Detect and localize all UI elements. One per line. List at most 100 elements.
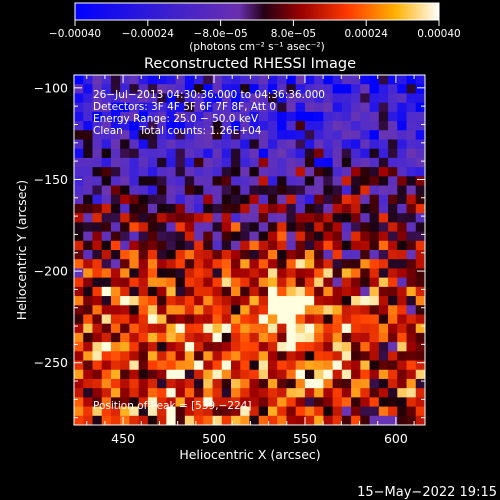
heatmap-cell [74, 360, 84, 371]
heatmap-cell [212, 185, 223, 196]
heatmap-cell [129, 75, 140, 85]
heatmap-cell [203, 406, 214, 417]
heatmap-cell [286, 111, 297, 122]
heatmap-cell [175, 314, 186, 325]
heatmap-cell [184, 314, 195, 325]
heatmap-cell [286, 360, 297, 371]
heatmap-cell [231, 369, 241, 380]
heatmap-cell [277, 231, 288, 242]
heatmap-cell [351, 342, 361, 352]
heatmap-cell [166, 268, 177, 279]
heatmap-cell [304, 84, 315, 95]
heatmap-cell [138, 75, 149, 85]
heatmap-cell [129, 342, 140, 352]
heatmap-cell [212, 296, 223, 306]
heatmap-cell [120, 360, 131, 371]
heatmap-cell [277, 157, 288, 168]
heatmap-cell [203, 360, 214, 371]
heatmap-cell [157, 351, 167, 362]
heatmap-cell [267, 240, 278, 251]
heatmap-cell [351, 296, 361, 306]
heatmap-cell [323, 314, 334, 325]
heatmap-cell [212, 213, 223, 223]
heatmap-cell [194, 296, 204, 306]
heatmap-cell [147, 231, 158, 242]
heatmap-cell [360, 148, 371, 159]
heatmap-cell [101, 176, 112, 187]
heatmap-cell [286, 305, 297, 316]
heatmap-cell [240, 139, 251, 150]
heatmap-cell [101, 102, 112, 113]
heatmap-cell [221, 167, 232, 177]
heatmap-cell [175, 157, 186, 168]
heatmap-cell [101, 406, 112, 417]
heatmap-cell [92, 84, 103, 95]
y-tick-label: −250 [34, 355, 68, 370]
heatmap-cell [332, 415, 343, 425]
heatmap-cell [304, 93, 315, 104]
heatmap-cell [267, 194, 278, 205]
heatmap-cell [277, 102, 288, 113]
heatmap-cell [351, 277, 361, 288]
y-tick-label: −150 [34, 172, 68, 187]
heatmap-cell [304, 268, 315, 279]
heatmap-cell [304, 314, 315, 325]
heatmap-cell [194, 231, 204, 242]
heatmap-cell [332, 305, 343, 316]
heatmap-cell [249, 286, 260, 297]
heatmap-cell [74, 323, 84, 334]
heatmap-cell [157, 102, 167, 113]
heatmap-cell [341, 231, 352, 242]
heatmap-cell [110, 148, 121, 159]
heatmap-cell [415, 121, 425, 131]
heatmap-cell [203, 148, 214, 159]
heatmap-cell [351, 130, 361, 141]
heatmap-cell [249, 342, 260, 352]
heatmap-cell [166, 388, 177, 398]
heatmap-cell [388, 167, 398, 177]
heatmap-cell [351, 360, 361, 371]
heatmap-cell [212, 130, 223, 141]
heatmap-cell [249, 259, 260, 270]
heatmap-cell [369, 314, 380, 325]
heatmap-cell [267, 102, 278, 113]
heatmap-cell [74, 121, 84, 131]
heatmap-cell [240, 250, 251, 260]
heatmap-cell [314, 314, 324, 325]
heatmap-cell [415, 231, 425, 242]
heatmap-cell [157, 148, 167, 159]
heatmap-cell [249, 203, 260, 214]
heatmap-cell [267, 415, 278, 425]
heatmap-cell [406, 323, 417, 334]
heatmap-cell [388, 342, 398, 352]
heatmap-cell [194, 139, 204, 150]
heatmap-cell [147, 406, 158, 417]
heatmap-cell [304, 397, 315, 408]
heatmap-cell [286, 84, 297, 95]
heatmap-cell [323, 213, 334, 223]
heatmap-cell [92, 203, 103, 214]
heatmap-cell [74, 369, 84, 380]
heatmap-cell [286, 268, 297, 279]
heatmap-cell [323, 231, 334, 242]
heatmap-cell [295, 75, 306, 85]
heatmap-cell [92, 369, 103, 380]
heatmap-cell [175, 75, 186, 85]
heatmap-cell [101, 286, 112, 297]
heatmap-cell [397, 415, 408, 425]
heatmap-cell [221, 222, 232, 233]
heatmap-cell [277, 259, 288, 270]
heatmap-cell [341, 286, 352, 297]
heatmap-cell [240, 185, 251, 196]
heatmap-cell [295, 250, 306, 260]
heatmap-cell [175, 194, 186, 205]
heatmap-cell [397, 222, 408, 233]
heatmap-cell [203, 139, 214, 150]
heatmap-cell [415, 314, 425, 325]
heatmap-cell [194, 259, 204, 270]
heatmap-cell [74, 139, 84, 150]
heatmap-cell [323, 351, 334, 362]
heatmap-cell [267, 351, 278, 362]
heatmap-cell [415, 102, 425, 113]
heatmap-cell [314, 176, 324, 187]
